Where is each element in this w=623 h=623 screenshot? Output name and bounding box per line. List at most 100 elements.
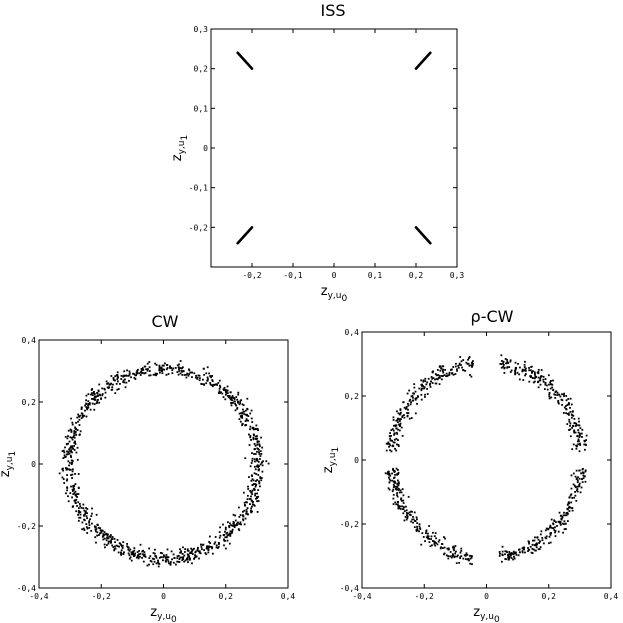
data-point	[224, 547, 227, 550]
data-point	[179, 372, 182, 375]
data-point	[449, 551, 452, 553]
data-point	[569, 506, 571, 509]
data-point	[409, 403, 412, 406]
data-point	[186, 558, 189, 561]
data-point	[103, 533, 106, 536]
data-point	[406, 515, 409, 518]
data-point	[408, 417, 411, 420]
data-point	[71, 496, 73, 499]
data-point	[74, 431, 77, 434]
data-point	[99, 532, 101, 535]
data-point	[251, 478, 254, 481]
data-point	[399, 411, 402, 414]
data-point	[190, 371, 193, 374]
data-point	[248, 444, 251, 446]
data-point	[68, 468, 70, 471]
data-point	[578, 477, 581, 480]
data-point	[401, 434, 404, 437]
data-point	[397, 484, 400, 487]
data-point	[569, 410, 572, 413]
data-point	[110, 389, 113, 391]
data-point	[470, 364, 473, 367]
data-point	[65, 492, 67, 495]
data-point	[430, 535, 433, 538]
data-point	[245, 501, 248, 504]
data-point	[211, 547, 213, 550]
data-point	[569, 422, 572, 425]
data-point	[90, 389, 93, 391]
data-point	[247, 485, 249, 488]
data-point	[255, 473, 258, 475]
data-point	[571, 509, 574, 512]
x-tick-label: 0,2	[409, 271, 424, 280]
data-point	[126, 369, 128, 372]
data-point	[408, 399, 411, 402]
data-point	[427, 377, 430, 380]
data-point	[547, 527, 550, 530]
data-point	[576, 479, 579, 482]
data-point	[103, 543, 106, 546]
data-point	[430, 538, 433, 540]
data-point	[181, 553, 184, 555]
data-point	[105, 539, 108, 542]
data-point	[138, 372, 141, 375]
data-point	[166, 364, 168, 367]
data-point	[457, 366, 460, 369]
data-point	[81, 414, 84, 416]
data-point	[396, 473, 398, 476]
data-point	[74, 502, 77, 504]
data-point	[254, 497, 257, 500]
data-point	[171, 558, 173, 561]
data-point	[388, 481, 391, 484]
data-point	[448, 372, 451, 375]
data-point	[125, 381, 128, 384]
data-point	[91, 392, 93, 394]
data-point	[542, 375, 545, 378]
data-point	[412, 518, 415, 521]
data-point	[74, 427, 77, 430]
data-point	[180, 369, 183, 372]
data-point	[508, 366, 511, 368]
data-point	[235, 404, 238, 407]
data-point	[549, 526, 551, 529]
data-point	[128, 372, 131, 375]
data-point	[106, 382, 108, 385]
data-point	[399, 422, 402, 425]
data-point	[181, 367, 183, 370]
data-point	[172, 553, 175, 556]
data-point	[503, 366, 506, 369]
x-axis-label: zy,u0	[321, 284, 348, 304]
data-point	[403, 406, 406, 409]
data-point	[77, 507, 80, 510]
data-point	[254, 492, 257, 495]
data-point	[569, 397, 572, 400]
data-point	[396, 495, 399, 498]
data-point	[253, 428, 255, 431]
data-point	[521, 370, 524, 373]
data-point	[208, 545, 211, 548]
data-point	[62, 478, 65, 480]
data-point	[437, 540, 440, 543]
data-point	[534, 372, 536, 375]
data-point	[252, 438, 255, 441]
data-point	[215, 546, 218, 549]
data-point	[233, 526, 236, 529]
data-point	[207, 378, 209, 381]
data-point	[415, 529, 418, 531]
data-point	[420, 393, 423, 396]
data-point	[260, 436, 263, 439]
data-point	[398, 423, 400, 426]
data-point	[551, 527, 554, 529]
scatter-points	[58, 360, 270, 568]
data-point	[569, 494, 572, 497]
data-point	[581, 428, 584, 431]
data-point	[434, 378, 436, 381]
data-point	[77, 513, 79, 516]
data-point	[567, 412, 570, 415]
data-point	[119, 382, 121, 385]
data-point	[190, 547, 193, 550]
data-point	[135, 556, 138, 559]
data-point	[66, 489, 69, 492]
data-point	[405, 406, 408, 408]
data-point	[250, 499, 253, 502]
